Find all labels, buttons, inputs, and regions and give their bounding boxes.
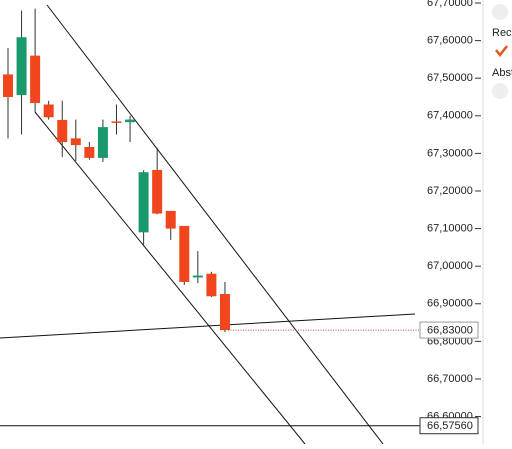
- candle-body: [43, 104, 54, 118]
- candle-body: [57, 119, 68, 143]
- y-tick-label: 67,70000: [427, 0, 473, 9]
- channel-upper: [46, 4, 384, 445]
- y-tick-label: 67,60000: [427, 35, 473, 47]
- toggle[interactable]: [492, 83, 508, 99]
- candle-body: [16, 37, 27, 96]
- candle-body: [125, 119, 136, 123]
- panel-item: Abst: [492, 67, 512, 79]
- y-tick-label: 66,70000: [427, 373, 473, 385]
- candle-body: [179, 225, 190, 282]
- candle-body: [206, 273, 217, 297]
- y-tick-label: 66,90000: [427, 298, 473, 310]
- panel-item: Recl: [492, 27, 512, 39]
- toggle[interactable]: [492, 4, 508, 20]
- candle-body: [111, 121, 122, 123]
- candle-body: [3, 74, 13, 97]
- y-tick-label: 67,40000: [427, 110, 473, 122]
- price-label: 66,83000: [427, 324, 473, 336]
- candle-body: [138, 172, 149, 233]
- candle-body: [97, 127, 108, 158]
- candle-body: [152, 169, 163, 214]
- y-tick-label: 67,10000: [427, 222, 473, 234]
- y-tick-label: 67,30000: [427, 147, 473, 159]
- price-box: [419, 321, 479, 339]
- y-tick-label: 67,20000: [427, 185, 473, 197]
- candle-body: [219, 293, 230, 331]
- trend-line: [0, 313, 416, 339]
- candle-body: [192, 275, 203, 278]
- checkmark[interactable]: [495, 45, 508, 58]
- price-label: 66,57560: [427, 420, 473, 432]
- channel-lower: [34, 111, 306, 445]
- candle-body: [30, 55, 41, 104]
- y-tick-label: 67,50000: [427, 72, 473, 84]
- y-tick-label: 67,00000: [427, 260, 473, 272]
- candle-body: [70, 138, 81, 146]
- candle-body: [165, 210, 176, 229]
- price-box: [419, 417, 479, 435]
- candle-body: [84, 146, 95, 158]
